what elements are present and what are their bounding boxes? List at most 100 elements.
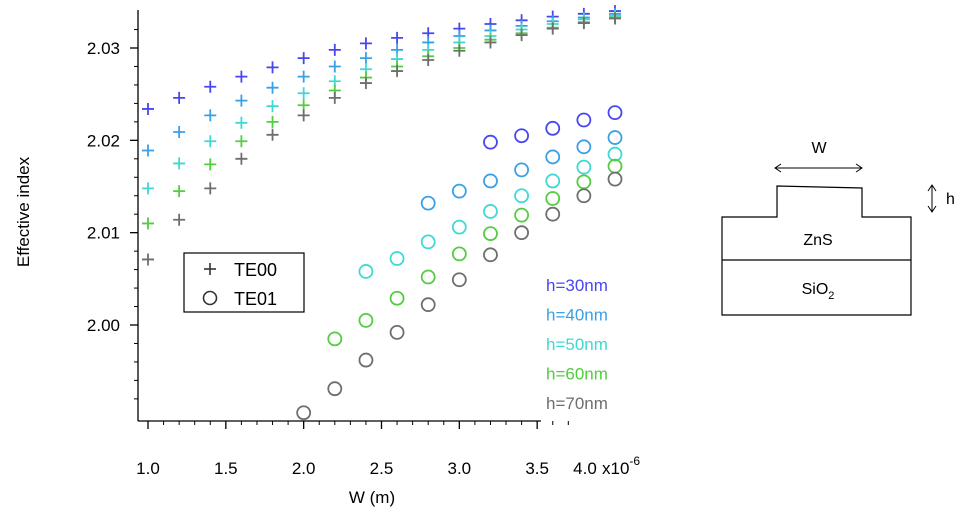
te00-point: [235, 94, 248, 107]
te00-point: [515, 29, 528, 42]
te00-point: [297, 87, 310, 100]
te00-point: [266, 61, 279, 74]
te00-point: [297, 52, 310, 65]
te00-point: [235, 70, 248, 83]
substrate-label-base: SiO: [802, 281, 829, 298]
te01-point: [514, 162, 529, 178]
series-label: h=40nm: [546, 306, 608, 325]
te01-point: [607, 171, 623, 187]
te00-point: [204, 135, 217, 148]
te01-point: [514, 128, 529, 144]
x-axis-ticks: 1.0 1.5 2.0 2.5 3.0 3.5 4.0: [136, 421, 597, 478]
width-arrow-icon: [774, 163, 863, 173]
te01-point: [483, 204, 498, 219]
te00-point: [391, 65, 404, 78]
height-arrow-icon: [927, 184, 937, 213]
te00-point: [484, 36, 497, 49]
data-points: [142, 5, 623, 421]
te01-point: [327, 331, 343, 347]
x-multiplier-base: x10: [602, 459, 629, 478]
y-tick-label: 2.02: [87, 131, 120, 150]
x-tick-label: 1.5: [214, 459, 238, 478]
legend-label-te01: TE01: [234, 289, 277, 309]
te01-point: [451, 246, 467, 262]
te00-point: [173, 91, 186, 104]
legend: TE00 TE01: [183, 252, 305, 313]
te00-point: [266, 115, 279, 128]
series-label: h=30nm: [546, 276, 608, 295]
y-tick-label: 2.00: [87, 316, 120, 335]
te01-point: [483, 134, 498, 150]
te00-point: [173, 213, 186, 226]
x-tick-label: 4.0: [573, 459, 597, 478]
series-h-40nm: [142, 7, 623, 211]
te00-point: [266, 81, 279, 94]
te01-point: [576, 112, 592, 128]
te00-point: [142, 182, 154, 195]
te01-point: [483, 226, 498, 241]
te01-point: [576, 159, 592, 175]
width-label: W: [811, 140, 827, 157]
te00-point: [297, 99, 310, 112]
te00-point: [359, 52, 372, 65]
te00-point: [577, 17, 590, 30]
te01-point: [358, 352, 374, 368]
x-axis-multiplier: x10-6: [602, 454, 640, 478]
te01-point: [545, 191, 561, 206]
substrate-label: SiO2: [802, 281, 835, 302]
te00-point: [173, 157, 186, 170]
te01-point: [389, 251, 405, 266]
series-label: h=70nm: [546, 394, 608, 413]
te01-point: [420, 269, 436, 285]
te00-point: [359, 77, 372, 90]
te00-point: [142, 217, 154, 230]
axes: [137, 10, 541, 422]
te00-point: [328, 91, 341, 104]
te01-point: [389, 324, 405, 340]
core-label: ZnS: [803, 232, 832, 249]
x-axis-label: W (m): [349, 488, 395, 507]
legend-marker-te01: [202, 290, 218, 306]
te01-point: [483, 173, 498, 189]
te01-point: [545, 149, 561, 165]
te01-point: [607, 146, 623, 162]
x-tick-label: 3.5: [525, 459, 549, 478]
te00-point: [546, 22, 559, 35]
te01-point: [358, 312, 374, 328]
te01-point: [514, 225, 529, 241]
te01-point: [451, 219, 467, 235]
te01-point: [420, 234, 436, 250]
te01-point: [607, 158, 623, 174]
legend-marker-te00: [204, 263, 216, 275]
te01-point: [545, 173, 561, 189]
series-h-70nm: [142, 12, 623, 421]
te00-point: [453, 44, 466, 57]
te00-point: [173, 185, 186, 198]
te00-point: [204, 158, 217, 171]
series-label: h=60nm: [546, 365, 608, 384]
y-tick-label: 2.01: [87, 224, 120, 243]
te00-point: [266, 100, 279, 113]
y-axis-label: Effective index: [14, 156, 33, 267]
te01-point: [420, 297, 436, 313]
y-axis-ticks: 2.00 2.01 2.02 2.03: [87, 29, 138, 400]
te00-point: [297, 70, 310, 83]
te00-point: [359, 37, 372, 50]
te01-point: [451, 183, 467, 199]
legend-box: [183, 252, 305, 313]
te01-point: [576, 174, 592, 190]
te01-point: [514, 207, 529, 223]
te00-point: [142, 253, 154, 266]
te00-point: [142, 102, 154, 115]
te00-point: [422, 54, 435, 67]
y-tick-label: 2.03: [87, 39, 120, 58]
series-h-30nm: [142, 5, 623, 150]
te01-point: [296, 405, 312, 421]
te01-point: [545, 206, 561, 222]
series-labels: h=30nm h=40nm h=50nm h=60nm h=70nm: [546, 276, 608, 413]
te01-point: [327, 381, 343, 397]
series-label: h=50nm: [546, 335, 608, 354]
te00-point: [235, 152, 248, 165]
te00-point: [297, 109, 310, 122]
legend-label-te00: TE00: [234, 260, 277, 280]
